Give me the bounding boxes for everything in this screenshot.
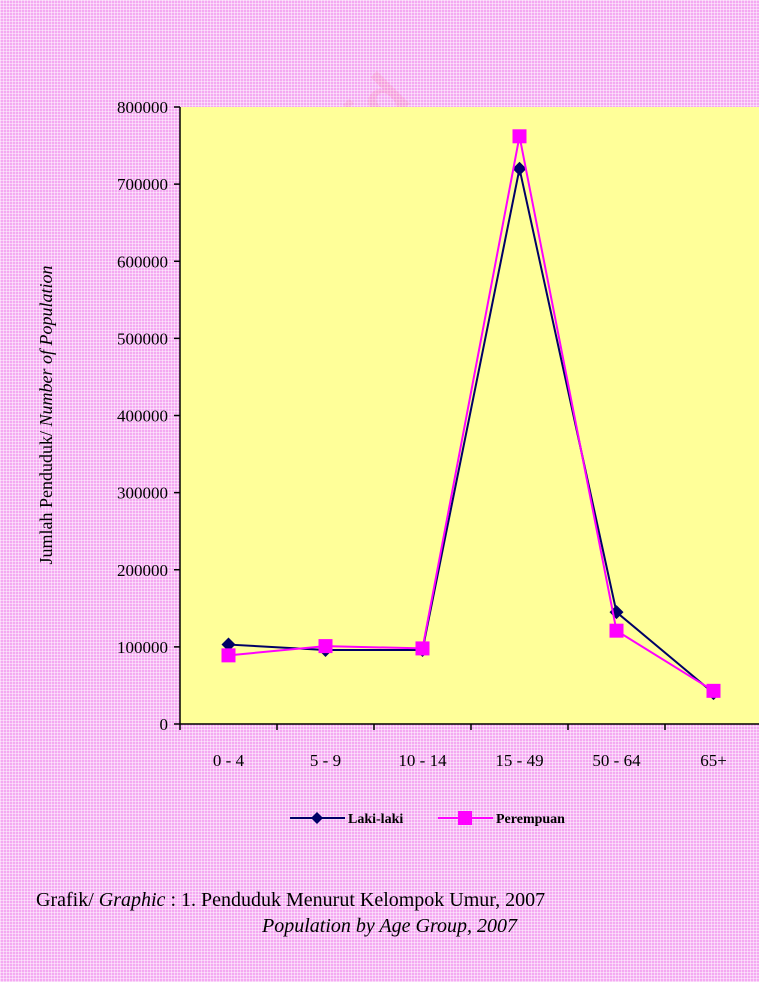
y-tick-label: 100000 (117, 638, 168, 657)
x-tick-label: 5 - 9 (310, 751, 341, 770)
data-point-laki-laki (221, 637, 236, 652)
caption-separator: : 1. (165, 889, 201, 911)
caption-prefix: Grafik/ (36, 889, 99, 911)
x-tick-label: 50 - 64 (592, 751, 641, 770)
y-tick-label: 0 (160, 715, 169, 734)
x-tick-label: 15 - 49 (495, 751, 543, 770)
data-point-perempuan (706, 683, 721, 698)
data-point-perempuan (221, 648, 236, 663)
caption-subtitle: Population by Age Group, 2007 (262, 915, 517, 937)
y-axis-title: Jumlah Penduduk/ Number of Population (36, 266, 56, 565)
y-axis-title-plain: Jumlah Penduduk/ (36, 427, 56, 565)
y-tick-label: 800000 (117, 98, 168, 117)
x-tick-label: 10 - 14 (398, 751, 447, 770)
y-tick-label: 200000 (117, 561, 168, 580)
x-tick-label: 0 - 4 (213, 751, 245, 770)
y-tick-label: 700000 (117, 175, 168, 194)
data-point-perempuan (415, 641, 430, 656)
legend-marker (458, 811, 472, 825)
caption-title: Penduduk Menurut Kelompok Umur, 2007 (201, 889, 546, 911)
line-chart: 0 100000 200000 300000 400000 500000 600000 700… (36, 98, 759, 827)
x-tick-label: 65+ (700, 751, 727, 770)
y-tick-label: 500000 (117, 329, 168, 348)
y-tick-label: 300000 (117, 484, 168, 503)
y-tick-label: 600000 (117, 252, 168, 271)
legend-label-laki-laki: Laki-laki (348, 812, 403, 827)
data-point-perempuan (609, 623, 624, 638)
series-line-perempuan (228, 136, 715, 692)
series-line-laki-laki (228, 168, 715, 694)
legend-marker (311, 812, 323, 824)
legend-label-perempuan: Perempuan (496, 812, 565, 827)
data-point-laki-laki (512, 161, 527, 176)
chart-caption: Grafik/ Graphic : 1. Penduduk Menurut Ke… (36, 887, 545, 939)
data-point-perempuan (318, 639, 333, 654)
y-axis-title-italic: Number of Population (36, 266, 56, 428)
caption-prefix-italic: Graphic (98, 889, 166, 911)
data-point-perempuan (512, 129, 527, 144)
y-tick-label: 400000 (117, 407, 168, 426)
